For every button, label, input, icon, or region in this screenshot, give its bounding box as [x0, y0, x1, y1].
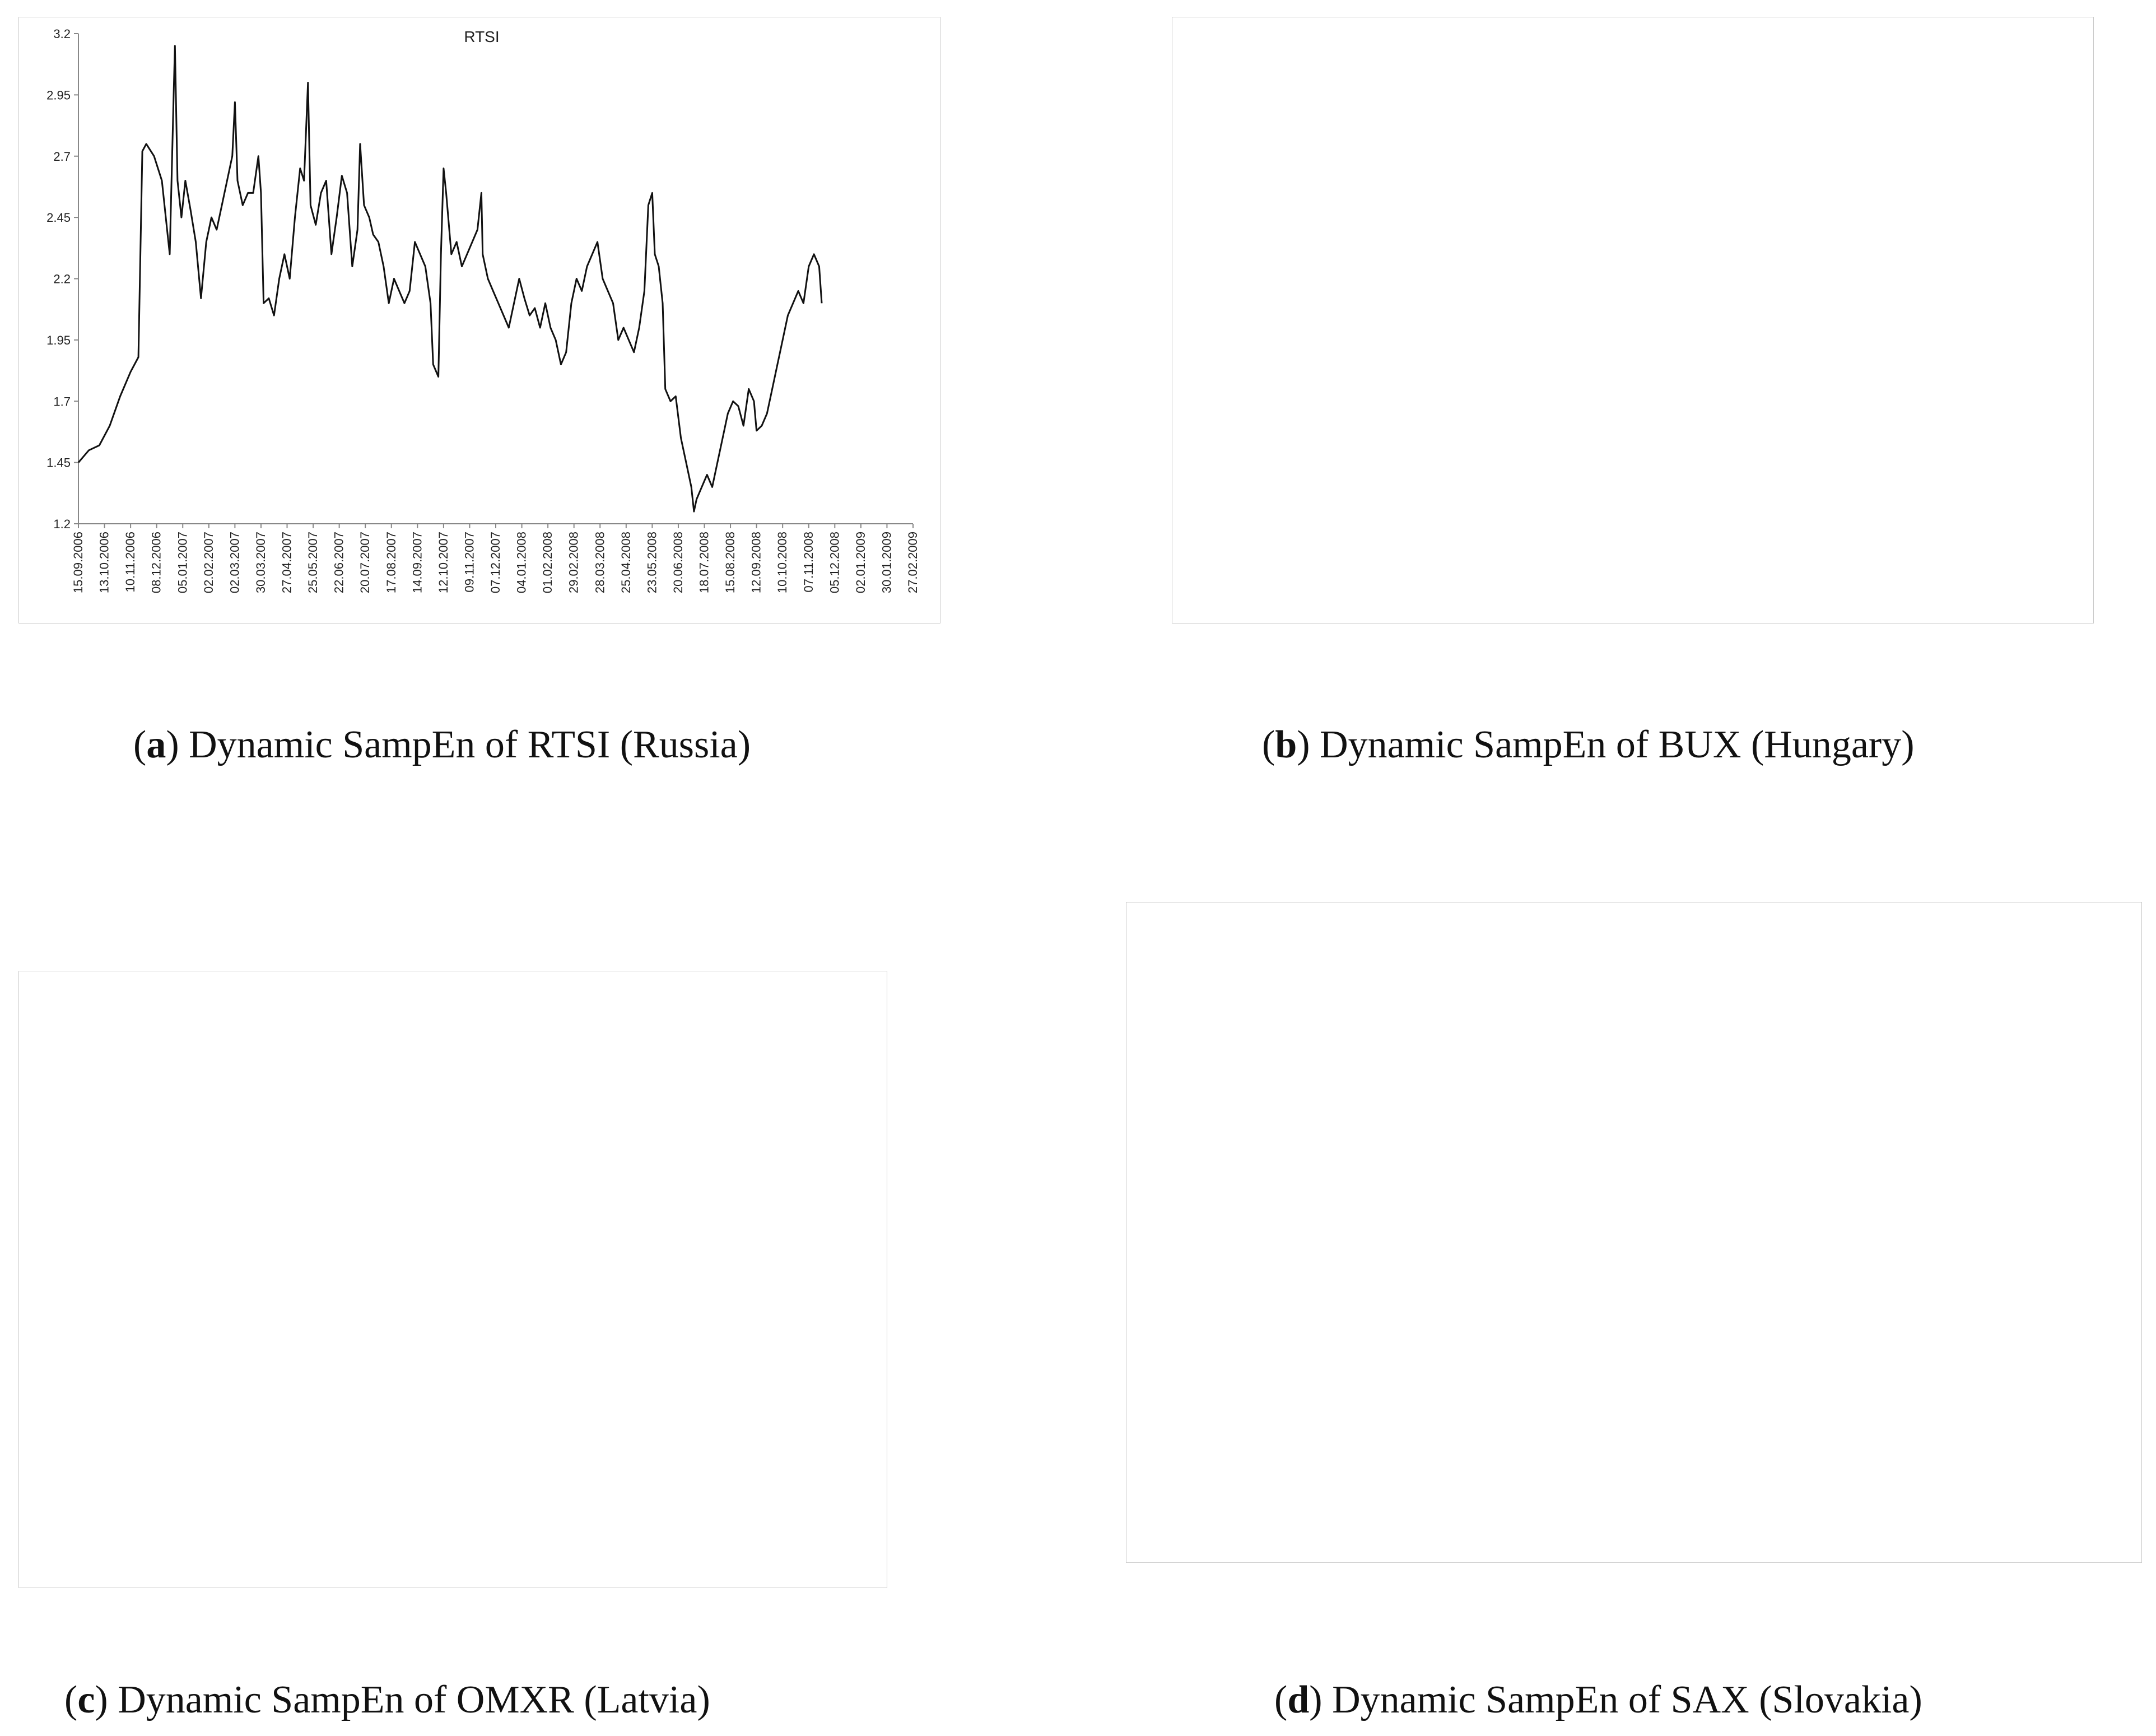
x-tick-label: 22.06.2007 — [332, 532, 346, 593]
caption-b-tag: b — [1275, 723, 1297, 766]
x-tick-label: 25.05.2007 — [306, 532, 320, 593]
x-tick-label: 02.01.2009 — [854, 532, 868, 593]
chart-title-rtsi: RTSI — [464, 28, 499, 45]
x-tick-label: 07.11.2008 — [802, 532, 816, 592]
x-tick-label: 02.03.2007 — [227, 532, 241, 593]
chart-frame-omxr — [18, 971, 887, 1588]
x-tick-label: 25.04.2008 — [619, 532, 633, 593]
caption-a-tag: a — [146, 723, 166, 766]
y-tick-label: 2.2 — [53, 272, 71, 286]
x-tick-label: 14.09.2007 — [410, 532, 424, 593]
caption-d-tag: d — [1287, 1678, 1310, 1721]
y-tick-label: 2.45 — [46, 211, 71, 225]
x-tick-label: 10.10.2008 — [775, 532, 789, 593]
chart-frame-bux — [1172, 17, 2094, 623]
series-line-rtsi — [77, 45, 823, 513]
caption-b-text: Dynamic SampEn of BUX (Hungary) — [1320, 723, 1915, 766]
x-tick-label: 23.05.2008 — [645, 532, 659, 593]
caption-a-text: Dynamic SampEn of RTSI (Russia) — [189, 723, 751, 766]
x-tick-label: 30.03.2007 — [254, 532, 268, 593]
x-tick-label: 15.09.2006 — [71, 532, 85, 593]
caption-c-tag: c — [77, 1678, 95, 1721]
x-tick-label: 20.06.2008 — [671, 532, 685, 593]
y-tick-label: 1.95 — [46, 333, 71, 347]
x-tick-label: 05.12.2008 — [827, 532, 841, 593]
x-tick-label: 30.01.2009 — [879, 532, 893, 593]
y-tick-label: 2.95 — [46, 88, 71, 102]
x-tick-label: 20.07.2007 — [358, 532, 372, 593]
caption-b: (b) Dynamic SampEn of BUX (Hungary) — [1262, 723, 1915, 766]
caption-d-text: Dynamic SampEn of SAX (Slovakia) — [1332, 1678, 1922, 1721]
chart-frame-sax — [1126, 902, 2142, 1563]
x-tick-label: 17.08.2007 — [384, 532, 398, 593]
caption-c-text: Dynamic SampEn of OMXR (Latvia) — [118, 1678, 710, 1721]
x-tick-label: 07.12.2007 — [488, 532, 502, 593]
y-tick-label: 1.7 — [53, 394, 71, 408]
x-tick-label: 27.04.2007 — [280, 532, 294, 593]
x-tick-label: 10.11.2006 — [123, 532, 137, 592]
x-tick-label: 08.12.2006 — [150, 532, 164, 593]
x-tick-label: 09.11.2007 — [462, 532, 476, 592]
y-tick-label: 1.2 — [53, 517, 71, 531]
caption-a: (a) Dynamic SampEn of RTSI (Russia) — [133, 723, 751, 766]
x-tick-label: 15.08.2008 — [723, 532, 737, 593]
x-tick-label: 27.02.2009 — [906, 532, 920, 593]
x-tick-label: 02.02.2007 — [202, 532, 216, 593]
x-tick-label: 05.01.2007 — [175, 532, 189, 593]
x-tick-label: 12.10.2007 — [436, 532, 450, 593]
x-tick-label: 29.02.2008 — [567, 532, 581, 593]
caption-c: (c) Dynamic SampEn of OMXR (Latvia) — [64, 1678, 710, 1721]
caption-d: (d) Dynamic SampEn of SAX (Slovakia) — [1274, 1678, 1922, 1721]
x-tick-label: 12.09.2008 — [749, 532, 763, 593]
chart-group-rtsi: RTSI 3.2 2.95 2.7 2.45 2.2 1.95 1.7 1.45 1.215.09… — [46, 27, 920, 593]
x-tick-label: 13.10.2006 — [97, 532, 111, 593]
x-tick-label: 01.02.2008 — [541, 532, 555, 593]
x-tick-label: 04.01.2008 — [515, 532, 529, 593]
y-tick-label: 3.2 — [53, 27, 71, 41]
x-tick-label: 18.07.2008 — [697, 532, 711, 593]
y-tick-label: 1.45 — [46, 456, 71, 470]
y-tick-label: 2.7 — [53, 150, 71, 164]
x-tick-label: 28.03.2008 — [593, 532, 607, 593]
